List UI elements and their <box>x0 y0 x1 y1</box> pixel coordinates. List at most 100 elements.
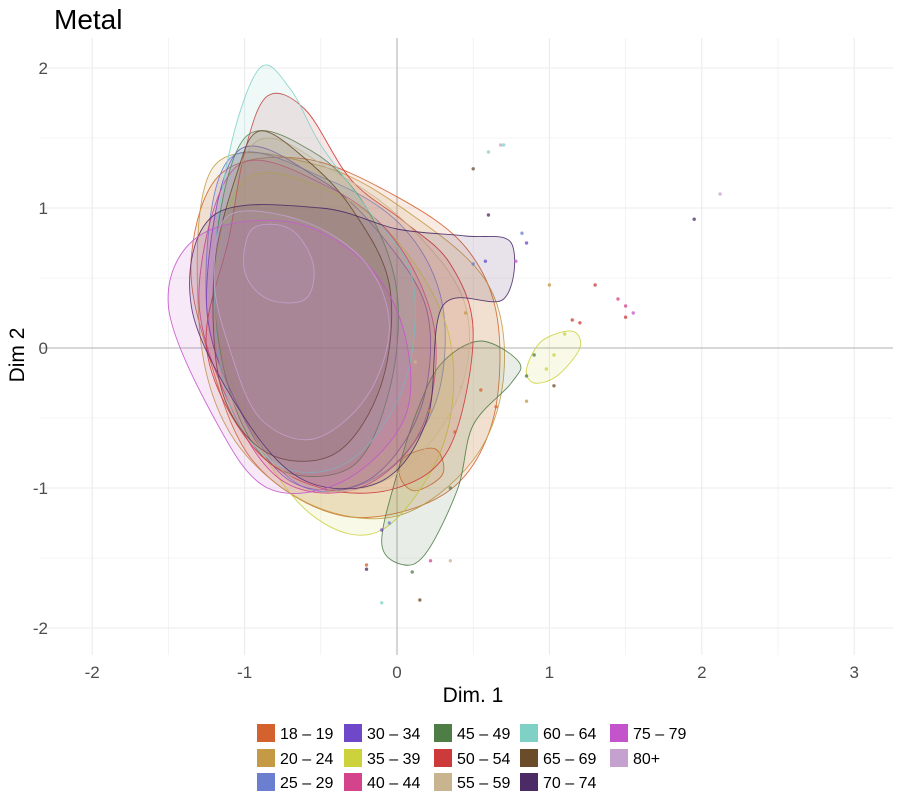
point-series-7 <box>623 315 628 319</box>
legend-item: 20 – 24 <box>257 749 333 768</box>
y-tick-label: -2 <box>33 619 48 638</box>
legend-swatch <box>257 749 275 767</box>
point-series-13 <box>498 143 503 147</box>
point-series-8 <box>459 385 463 389</box>
legend-label: 25 – 29 <box>280 775 333 792</box>
point-series-6 <box>532 353 536 357</box>
legend-swatch <box>344 749 362 767</box>
x-tick-label: 3 <box>849 663 858 682</box>
legend-label: 80+ <box>633 751 660 768</box>
point-series-1 <box>428 409 433 413</box>
point-series-5 <box>616 297 620 301</box>
legend-item: 40 – 44 <box>344 773 420 792</box>
scatter-points <box>364 143 722 605</box>
point-series-12 <box>514 259 518 263</box>
point-series-0 <box>453 430 457 434</box>
chart-title: Metal <box>54 4 122 35</box>
point-series-12 <box>631 311 635 315</box>
y-axis-label: Dim 2 <box>6 328 29 383</box>
point-series-4 <box>544 367 549 371</box>
point-series-2 <box>520 231 524 235</box>
y-tick-label: 1 <box>39 199 48 218</box>
legend-item: 50 – 54 <box>434 749 510 768</box>
y-tick-label: 0 <box>39 339 48 358</box>
y-tick-label: -1 <box>33 479 48 498</box>
contour-series-7-0 <box>205 92 474 494</box>
legend-swatch <box>520 749 538 767</box>
x-axis-label: Dim. 1 <box>443 684 504 707</box>
point-series-0 <box>479 388 483 392</box>
point-series-6 <box>524 374 529 378</box>
contour-series-10-0 <box>212 130 393 462</box>
contour-series-0-1 <box>398 447 445 492</box>
contour-series-1-0 <box>196 152 505 520</box>
point-series-4 <box>552 353 556 357</box>
point-series-5 <box>428 559 433 563</box>
point-series-1 <box>463 311 468 315</box>
contour-series-5-0 <box>198 159 437 494</box>
legend-item: 18 – 19 <box>257 724 333 743</box>
legend-swatch <box>520 724 538 742</box>
contour-series-6-0 <box>381 340 522 566</box>
x-axis-ticks: -2 -1 0 1 2 3 <box>85 663 859 682</box>
legend-swatch <box>344 724 362 742</box>
point-series-3 <box>524 241 529 245</box>
point-series-3 <box>483 259 488 263</box>
legend-item: 35 – 39 <box>344 749 420 768</box>
legend-label: 20 – 24 <box>280 751 333 768</box>
legend-item: 30 – 34 <box>344 724 420 743</box>
legend-item: 60 – 64 <box>520 724 596 743</box>
point-series-0 <box>494 405 498 409</box>
legend: 18 – 19 20 – 24 25 – 29 30 – 34 35 – 39 40 – … <box>257 724 686 792</box>
point-series-1 <box>547 283 552 287</box>
point-series-10 <box>471 167 475 171</box>
legend-swatch <box>257 773 275 791</box>
density-contours <box>167 64 582 566</box>
point-series-3 <box>380 528 384 532</box>
legend-item: 25 – 29 <box>257 773 333 792</box>
point-series-5 <box>623 304 628 308</box>
point-series-9 <box>380 601 384 605</box>
point-series-6 <box>448 486 453 490</box>
legend-item: 75 – 79 <box>610 724 686 743</box>
contour-series-13-0 <box>213 210 390 441</box>
point-series-9 <box>486 150 491 154</box>
point-series-2 <box>387 521 392 525</box>
legend-item: 55 – 59 <box>434 773 510 792</box>
legend-label: 60 – 64 <box>543 726 596 743</box>
x-tick-label: 0 <box>392 663 401 682</box>
point-series-11 <box>364 567 369 571</box>
point-series-8 <box>448 559 453 563</box>
legend-item: 45 – 49 <box>434 724 510 743</box>
legend-swatch <box>434 749 452 767</box>
legend-item: 65 – 69 <box>520 749 596 768</box>
point-series-11 <box>692 217 696 221</box>
legend-label: 50 – 54 <box>457 751 510 768</box>
x-tick-label: -2 <box>85 663 100 682</box>
contour-series-13-1 <box>243 223 315 304</box>
legend-swatch <box>344 773 362 791</box>
point-series-9 <box>501 143 506 147</box>
legend-label: 35 – 39 <box>367 751 420 768</box>
contour-series-12-0 <box>167 219 412 494</box>
point-series-1 <box>524 399 529 403</box>
legend-label: 75 – 79 <box>633 726 686 743</box>
legend-label: 30 – 34 <box>367 726 420 743</box>
point-series-7 <box>570 318 574 322</box>
legend-swatch <box>610 749 628 767</box>
legend-swatch <box>434 773 452 791</box>
point-series-8 <box>413 360 417 364</box>
legend-item: 70 – 74 <box>520 773 596 792</box>
legend-swatch <box>610 724 628 742</box>
y-tick-label: 2 <box>39 59 48 78</box>
legend-label: 70 – 74 <box>543 775 596 792</box>
contour-series-11-0 <box>189 204 516 490</box>
legend-swatch <box>520 773 538 791</box>
point-series-0 <box>364 563 369 567</box>
legend-label: 40 – 44 <box>367 775 420 792</box>
legend-label: 55 – 59 <box>457 775 510 792</box>
legend-label: 65 – 69 <box>543 751 596 768</box>
point-series-10 <box>418 598 422 602</box>
point-series-6 <box>410 570 414 574</box>
